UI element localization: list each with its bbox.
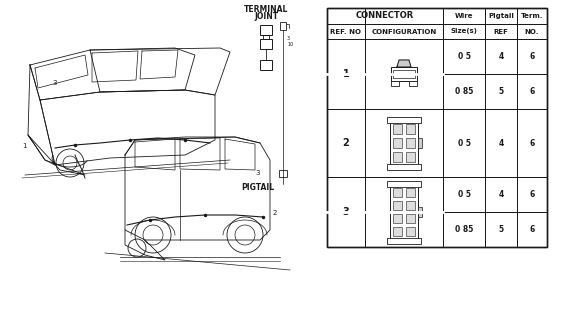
Bar bbox=[391, 81, 399, 86]
Bar bbox=[394, 214, 402, 223]
Bar bbox=[387, 164, 421, 170]
Text: 0 85: 0 85 bbox=[455, 87, 473, 96]
Text: 3: 3 bbox=[255, 170, 260, 176]
Bar bbox=[327, 8, 547, 247]
Bar bbox=[406, 214, 415, 223]
Bar bbox=[327, 8, 547, 247]
Bar bbox=[260, 60, 272, 70]
Text: 1: 1 bbox=[343, 69, 349, 79]
Text: 6: 6 bbox=[529, 139, 535, 148]
Bar bbox=[394, 152, 402, 162]
Text: Pigtail: Pigtail bbox=[488, 13, 514, 19]
Bar bbox=[387, 180, 421, 187]
Bar bbox=[406, 152, 415, 162]
Text: CONFIGURATION: CONFIGURATION bbox=[371, 28, 436, 35]
Text: 5: 5 bbox=[498, 225, 503, 234]
Text: 0 85: 0 85 bbox=[455, 225, 473, 234]
Bar bbox=[263, 35, 269, 39]
Text: NO.: NO. bbox=[525, 28, 539, 35]
Text: 4: 4 bbox=[498, 190, 503, 199]
Text: 0 5: 0 5 bbox=[458, 52, 471, 61]
Bar bbox=[406, 201, 415, 210]
Bar bbox=[409, 81, 417, 86]
Bar bbox=[406, 188, 415, 197]
Bar bbox=[279, 170, 287, 177]
Text: 6: 6 bbox=[529, 190, 535, 199]
Text: 1: 1 bbox=[22, 143, 26, 149]
Bar bbox=[394, 188, 402, 197]
Text: PIGTAIL: PIGTAIL bbox=[241, 183, 275, 192]
Bar bbox=[406, 124, 415, 134]
Bar bbox=[387, 237, 421, 244]
Bar bbox=[394, 227, 402, 236]
Bar bbox=[260, 25, 272, 35]
Bar bbox=[280, 22, 286, 30]
Text: 10: 10 bbox=[287, 42, 293, 47]
Text: 3: 3 bbox=[343, 207, 349, 217]
Text: 5: 5 bbox=[498, 87, 503, 96]
Text: Size(s): Size(s) bbox=[451, 28, 478, 35]
Text: 2: 2 bbox=[343, 138, 349, 148]
Bar bbox=[406, 227, 415, 236]
Bar bbox=[393, 70, 415, 78]
Bar bbox=[260, 39, 272, 49]
Text: 0 5: 0 5 bbox=[458, 139, 471, 148]
Text: 2: 2 bbox=[273, 210, 277, 216]
Text: 6: 6 bbox=[529, 225, 535, 234]
Text: TERMINAL: TERMINAL bbox=[244, 5, 288, 14]
Bar bbox=[418, 138, 422, 148]
Text: Wire: Wire bbox=[455, 13, 473, 19]
Text: 3: 3 bbox=[52, 80, 57, 86]
Text: 6: 6 bbox=[529, 52, 535, 61]
Text: REF: REF bbox=[494, 28, 509, 35]
Text: JOINT: JOINT bbox=[254, 12, 278, 21]
Bar bbox=[391, 67, 417, 81]
Text: 0 5: 0 5 bbox=[458, 190, 471, 199]
Text: 6: 6 bbox=[529, 87, 535, 96]
Text: 4: 4 bbox=[498, 52, 503, 61]
Bar bbox=[390, 121, 418, 165]
Text: 4: 4 bbox=[498, 139, 503, 148]
Bar bbox=[390, 185, 418, 239]
Bar bbox=[387, 116, 421, 123]
Polygon shape bbox=[397, 60, 411, 67]
Bar bbox=[406, 138, 415, 148]
Text: CONNECTOR: CONNECTOR bbox=[356, 12, 414, 20]
Text: 3: 3 bbox=[287, 36, 290, 41]
Text: REF. NO: REF. NO bbox=[331, 28, 362, 35]
Text: Term.: Term. bbox=[521, 13, 543, 19]
Bar bbox=[394, 138, 402, 148]
Bar bbox=[418, 207, 422, 217]
Bar bbox=[394, 201, 402, 210]
Bar bbox=[394, 124, 402, 134]
